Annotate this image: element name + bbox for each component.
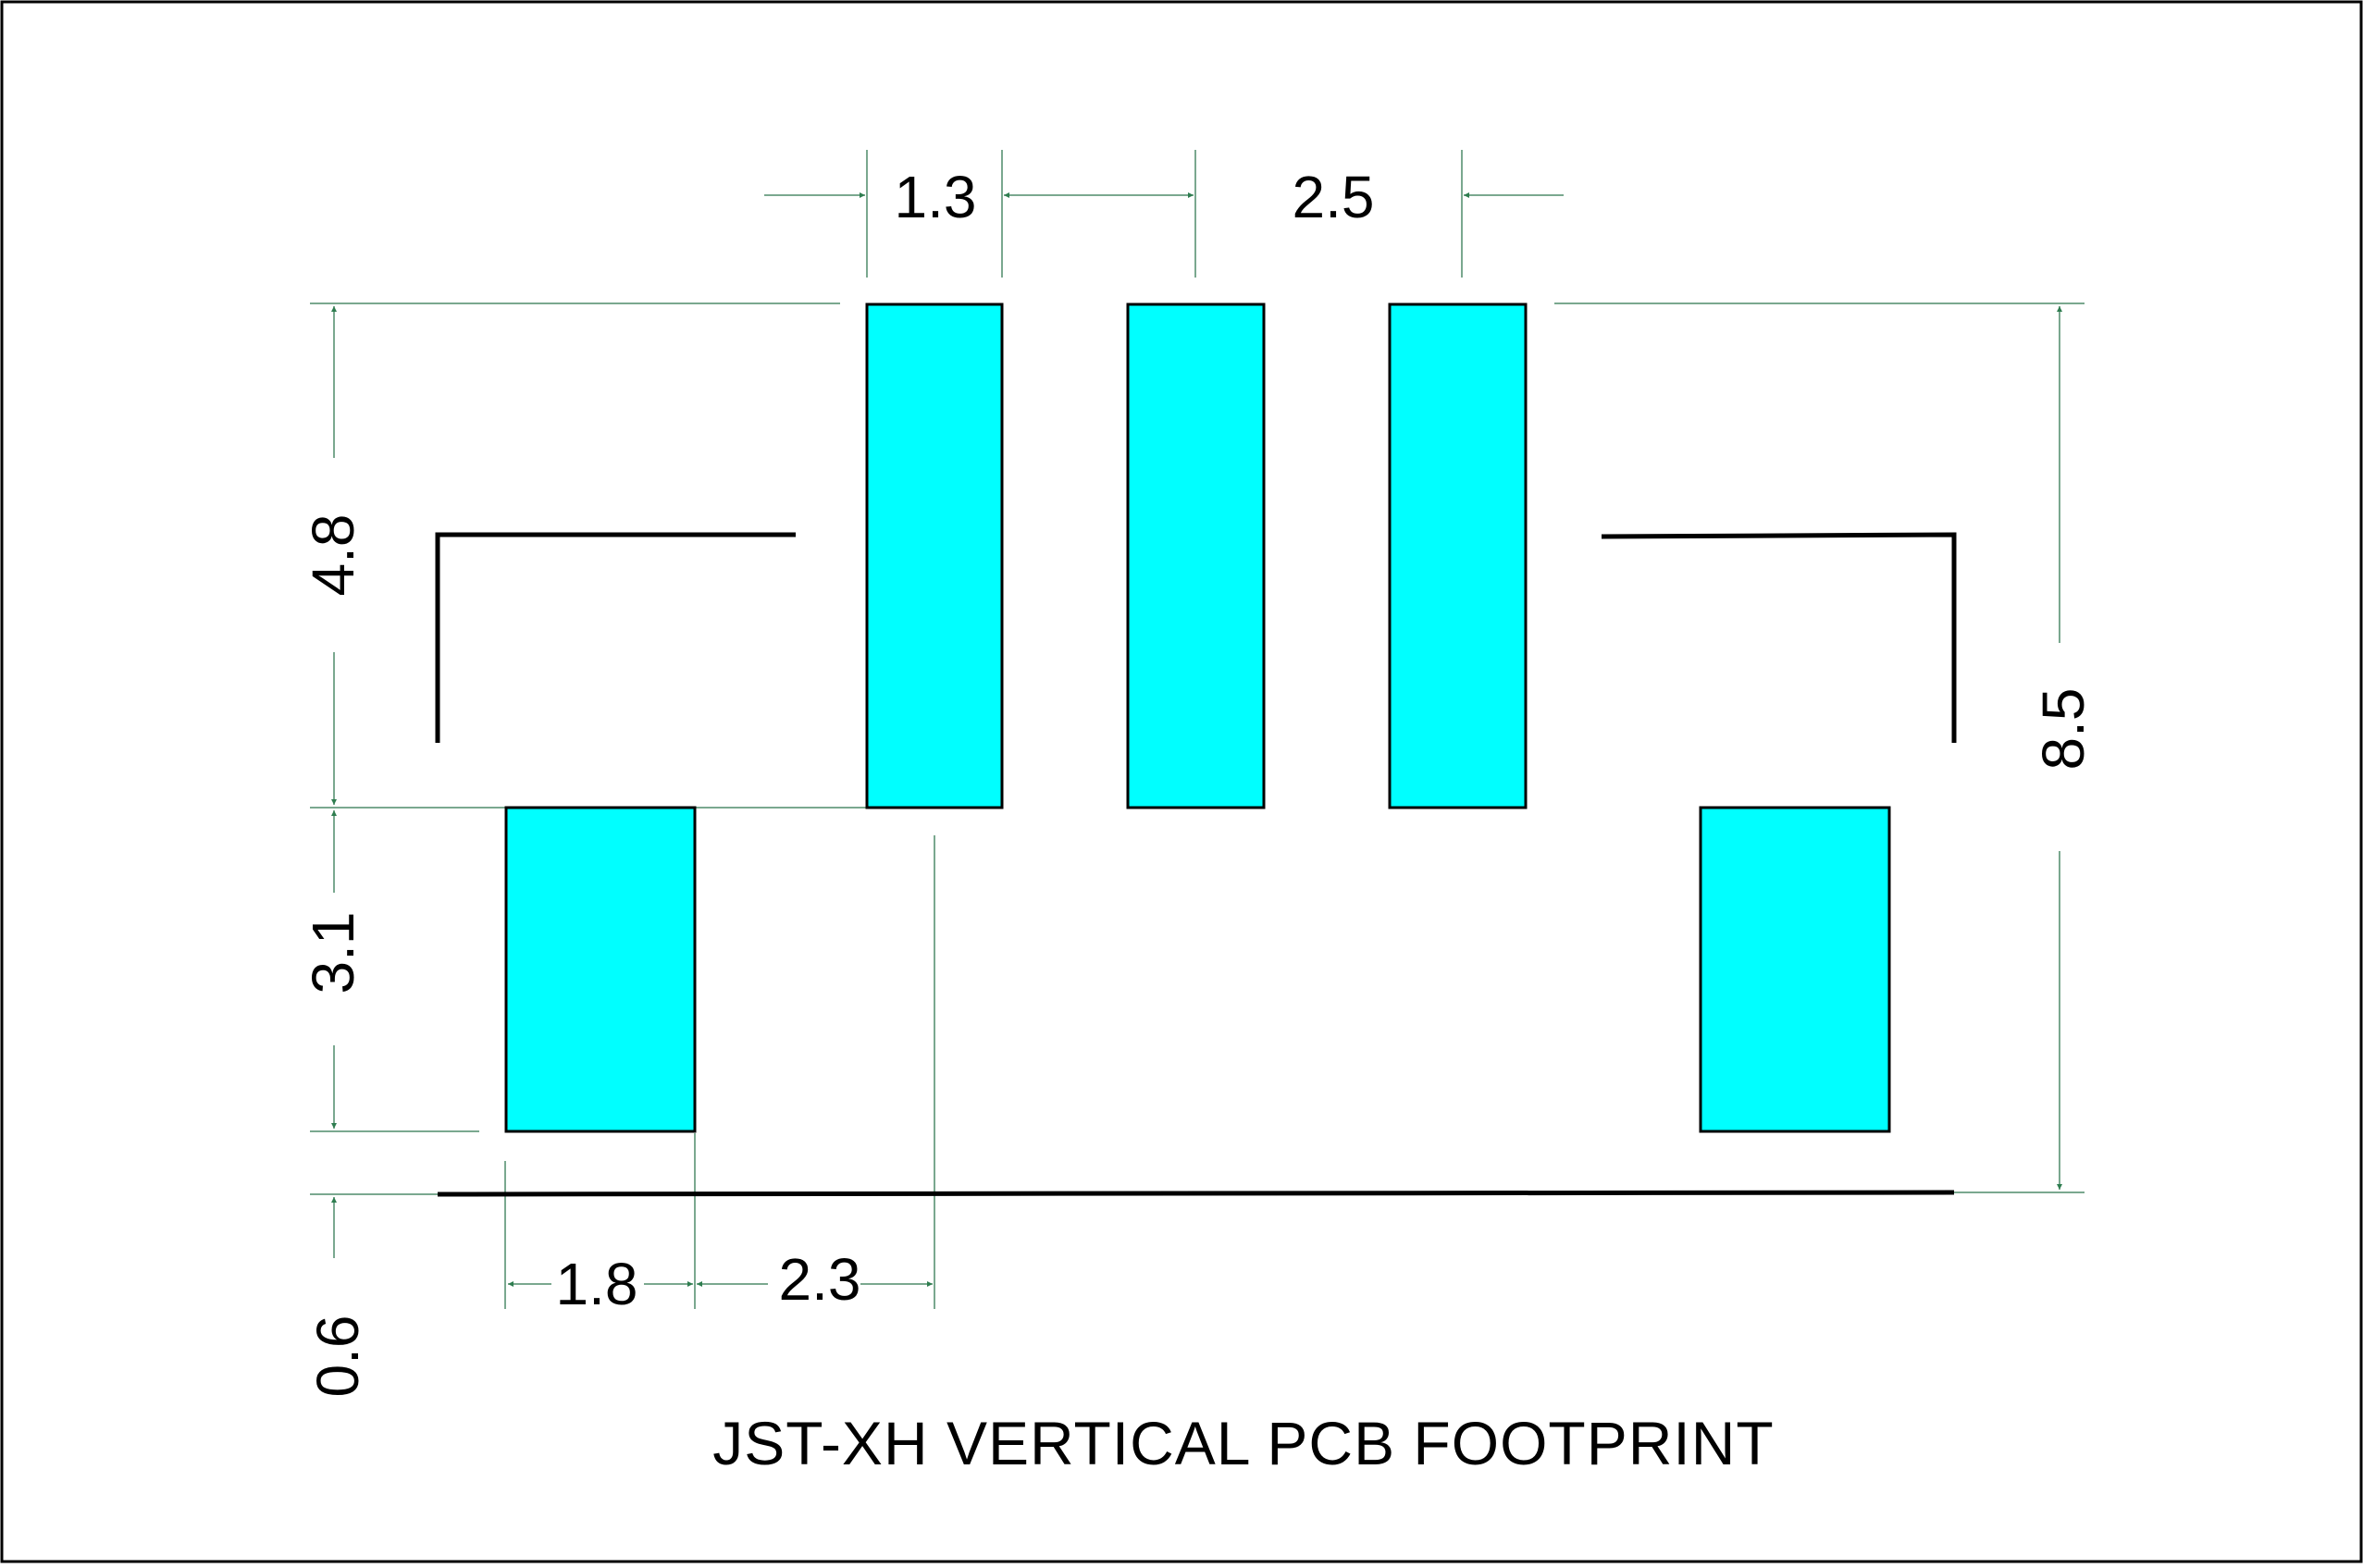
silk-left-corner	[435, 532, 796, 743]
label-pad-width: 1.3	[895, 164, 977, 230]
silkscreen	[435, 532, 1957, 1197]
drawing-title: JST-XH VERTICAL PCB FOOTPRINT	[712, 1409, 1775, 1477]
mounting-pads	[504, 806, 1891, 1133]
silk-right-corner	[1601, 532, 1957, 743]
label-bottom-offset: 0.6	[304, 1315, 371, 1398]
signal-pads	[865, 302, 1528, 809]
label-side-pad-offset: 2.3	[779, 1246, 861, 1313]
silk-bottom-line	[437, 1190, 1955, 1197]
mount-pad-left	[504, 806, 697, 1133]
label-pad-height-top: 4.8	[300, 514, 366, 597]
mount-pad-right	[1699, 806, 1891, 1133]
pad-3	[1388, 302, 1528, 809]
label-bg-pad-width	[892, 157, 979, 229]
extension-lines	[310, 150, 2085, 1309]
label-side-pad-height: 3.1	[300, 912, 366, 994]
label-bg-side-pad-offset	[768, 1247, 860, 1319]
label-pad-pitch: 2.5	[1293, 164, 1375, 230]
label-side-pad-width: 1.8	[556, 1251, 638, 1317]
label-bg-side-pad-width	[551, 1249, 644, 1321]
pad-1	[865, 302, 1004, 809]
label-total-height: 8.5	[2030, 688, 2097, 771]
pad-2	[1126, 302, 1266, 809]
dimension-labels: 1.3 2.5 4.8 3.1 0.6 8.5 1.8 2.3	[300, 157, 2097, 1397]
